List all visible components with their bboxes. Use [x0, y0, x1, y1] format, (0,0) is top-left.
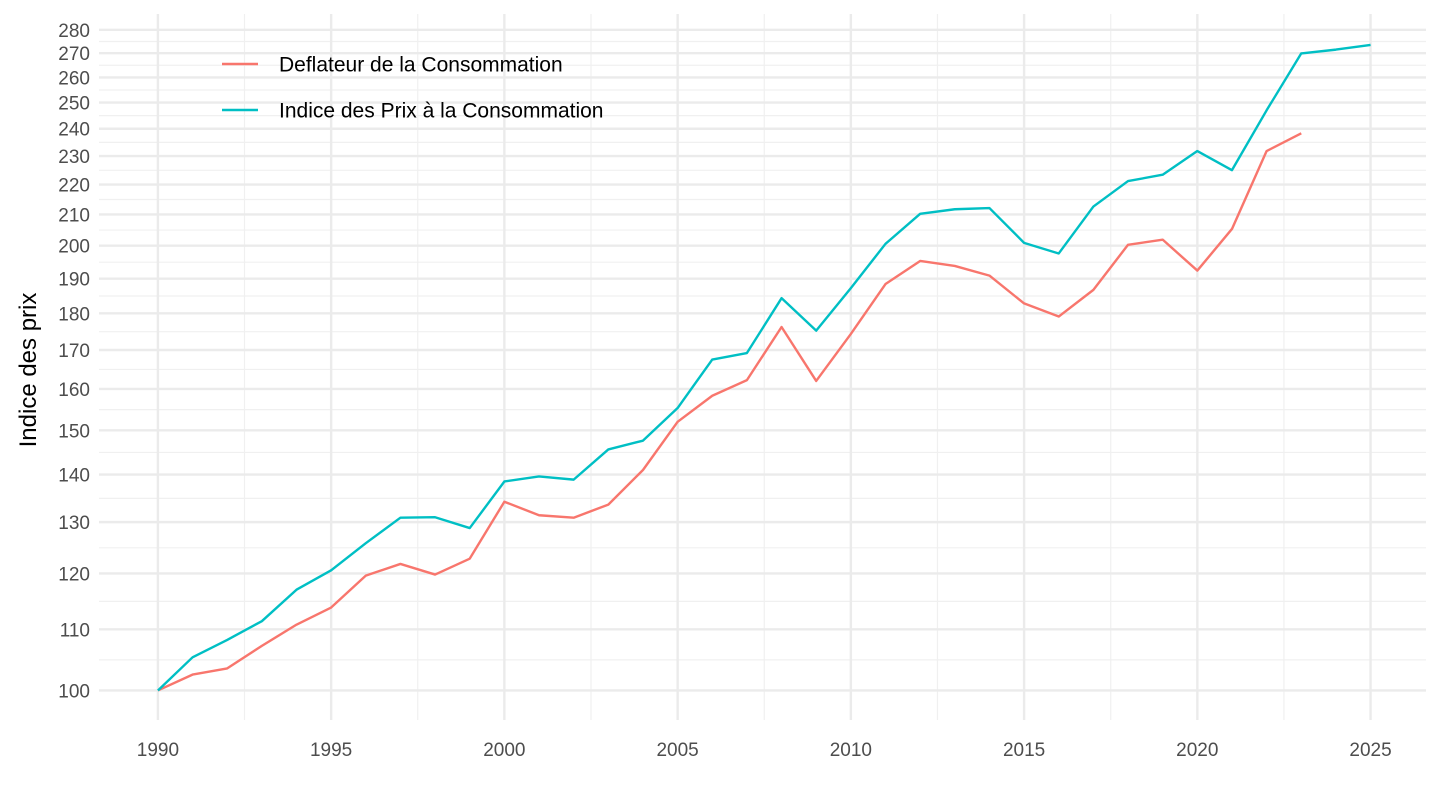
y-tick-label: 140	[58, 466, 90, 487]
minor-gridlines-x	[243, 14, 1285, 720]
y-tick-label: 260	[58, 68, 90, 89]
y-tick-label: 170	[58, 341, 90, 362]
y-tick-label: 250	[58, 94, 90, 115]
y-axis-title: Indice des prix	[15, 293, 42, 448]
y-tick-label: 270	[58, 44, 90, 65]
x-tick-label: 2000	[483, 740, 525, 761]
y-tick-label: 180	[58, 304, 90, 325]
y-tick-label: 150	[58, 421, 90, 442]
legend: Deflateur de la Consommation Indice des P…	[222, 54, 604, 123]
series-layer	[157, 43, 1371, 692]
x-tick-label: 2010	[830, 740, 872, 761]
y-axis-tick-labels: 100 110 120 130 140 150 160 170 180 190 200 210 220 2…	[58, 21, 90, 703]
x-tick-label: 2020	[1176, 740, 1218, 761]
x-tick-label: 2005	[656, 740, 698, 761]
y-tick-label: 230	[58, 147, 90, 168]
x-tick-label: 2025	[1349, 740, 1391, 761]
minor-gridlines-y	[99, 40, 1426, 661]
legend-label-1: Deflateur de la Consommation	[279, 54, 563, 77]
legend-label-2: Indice des Prix à la Consommation	[279, 100, 604, 123]
x-tick-label: 2015	[1003, 740, 1045, 761]
major-gridlines-x	[156, 14, 1372, 720]
y-tick-label: 120	[58, 564, 90, 585]
y-tick-label: 220	[58, 176, 90, 197]
y-tick-label: 280	[58, 21, 90, 42]
y-tick-label: 200	[58, 237, 90, 258]
y-tick-label: 190	[58, 270, 90, 291]
y-tick-label: 160	[58, 380, 90, 401]
x-tick-label: 1995	[310, 740, 352, 761]
y-tick-label: 210	[58, 205, 90, 226]
series-line-2	[157, 43, 1371, 692]
x-axis-tick-labels: 1990 1995 2000 2005 2010 2015 2020 2025	[137, 740, 1392, 761]
x-tick-label: 1990	[137, 740, 179, 761]
y-tick-label: 130	[58, 513, 90, 534]
y-tick-label: 100	[58, 681, 90, 702]
y-tick-label: 240	[58, 120, 90, 141]
series-line-1	[157, 132, 1302, 692]
major-gridlines-y	[99, 28, 1426, 692]
y-tick-label: 110	[60, 620, 90, 641]
